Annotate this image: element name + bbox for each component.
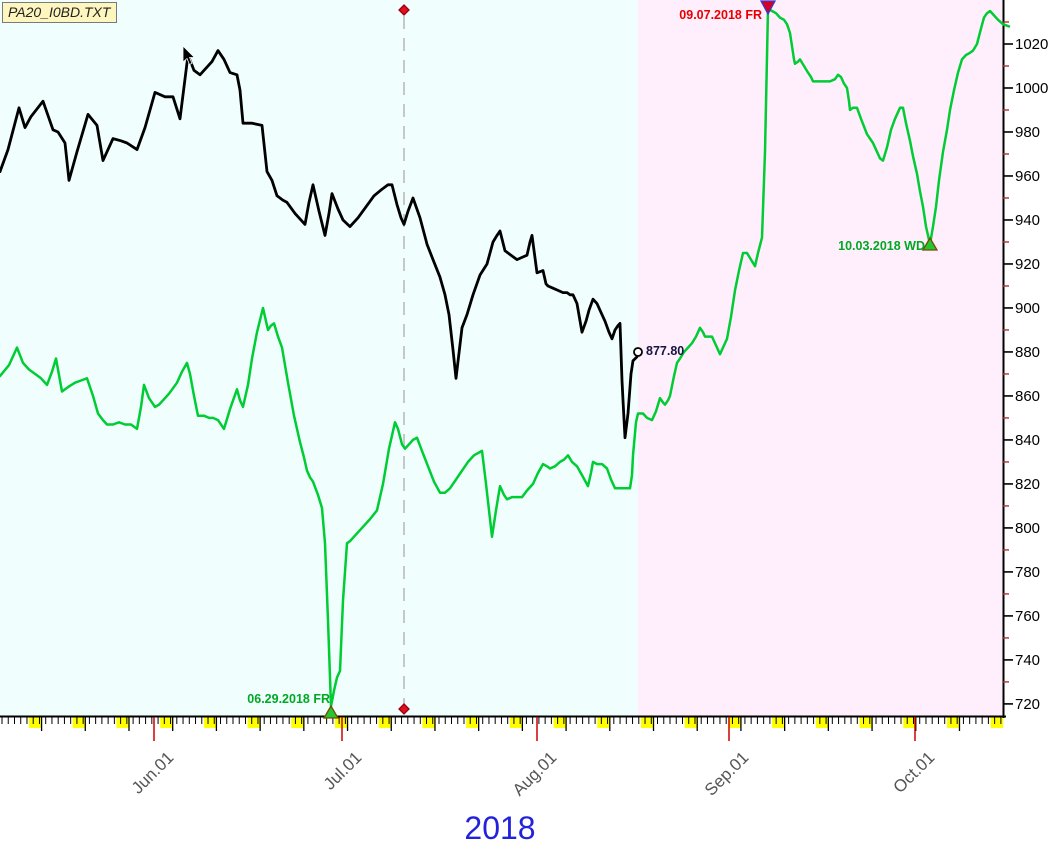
x-axis-ticks [1, 717, 1002, 741]
black-price-line-group [0, 49, 639, 440]
weekend-highlight [509, 717, 523, 728]
mouse-cursor [182, 45, 196, 66]
annotation-june-trough-date: 06.29.2018 FR [247, 692, 330, 706]
weekend-highlight [553, 717, 567, 728]
y-axis-tick-label: 940 [1015, 211, 1041, 229]
weekend-highlight [946, 717, 960, 728]
weekend-highlight [466, 717, 479, 728]
y-axis-tick-label: 760 [1015, 607, 1041, 625]
weekend-highlight [29, 717, 42, 728]
markers [322, 0, 939, 719]
weekend-highlight [247, 717, 261, 728]
weekend-highlight [641, 717, 654, 728]
peak-marker-triangle-down [759, 0, 777, 16]
dashed-bottom-diamond [398, 703, 410, 715]
file-label[interactable]: PA20_I0BD.TXT [2, 2, 118, 23]
y-axis-tick-label: 880 [1015, 343, 1041, 361]
y-axis-tick-label: 860 [1015, 387, 1041, 405]
history-region [0, 0, 638, 716]
y-axis-tick-label: 840 [1015, 431, 1041, 449]
weekend-highlight [116, 717, 129, 728]
y-axis-tick-label: 820 [1015, 475, 1041, 493]
annotation-peak-date: 09.07.2018 FR [679, 8, 762, 22]
weekend-highlight [378, 717, 392, 728]
weekend-highlight [815, 717, 829, 728]
y-axis-tick-label: 920 [1015, 255, 1041, 273]
axes [0, 0, 1006, 718]
cursor-arrow-icon [182, 45, 196, 66]
y-axis-tick-label: 1000 [1015, 79, 1049, 97]
june-trough-marker-triangle [322, 704, 340, 719]
y-axis-tick-label: 1020 [1015, 35, 1049, 53]
y-axis-tick-label: 800 [1015, 519, 1041, 537]
y-axis-tick-label: 900 [1015, 299, 1041, 317]
weekend-highlight [772, 717, 785, 728]
weekend-highlight [597, 717, 610, 728]
black-price-line [0, 49, 639, 440]
oct-trough-marker-triangle [921, 236, 939, 251]
weekend-highlight [990, 717, 1004, 728]
last-price-circle [633, 347, 643, 357]
weekend-highlight [422, 717, 435, 728]
dashed-top-diamond [398, 4, 410, 16]
green-price-line [0, 7, 1011, 708]
weekend-highlight [903, 717, 916, 728]
weekend-highlight [684, 717, 698, 728]
weekend-highlight [859, 717, 873, 728]
annotation-oct-trough-date: 10.03.2018 WD [838, 239, 925, 253]
annotation-last-price: 877.80 [646, 344, 685, 358]
weekend-highlight [728, 717, 741, 728]
background-regions [0, 0, 1003, 716]
forecast-region [638, 0, 1003, 716]
green-price-line-group [0, 7, 1011, 708]
y-axis-tick-label: 960 [1015, 167, 1041, 185]
weekend-highlight [203, 717, 217, 728]
y-axis-tick-label: 720 [1015, 695, 1041, 713]
x-axis-year-label: 2018 [464, 810, 536, 846]
weekend-highlight [72, 717, 86, 728]
weekend-highlight [291, 717, 304, 728]
y-axis-tick-label: 740 [1015, 651, 1041, 669]
y-axis-tick-label: 780 [1015, 563, 1041, 581]
y-axis-tick-label: 980 [1015, 123, 1041, 141]
y-axis-ticks [1003, 21, 1013, 705]
weekend-highlight [160, 717, 173, 728]
